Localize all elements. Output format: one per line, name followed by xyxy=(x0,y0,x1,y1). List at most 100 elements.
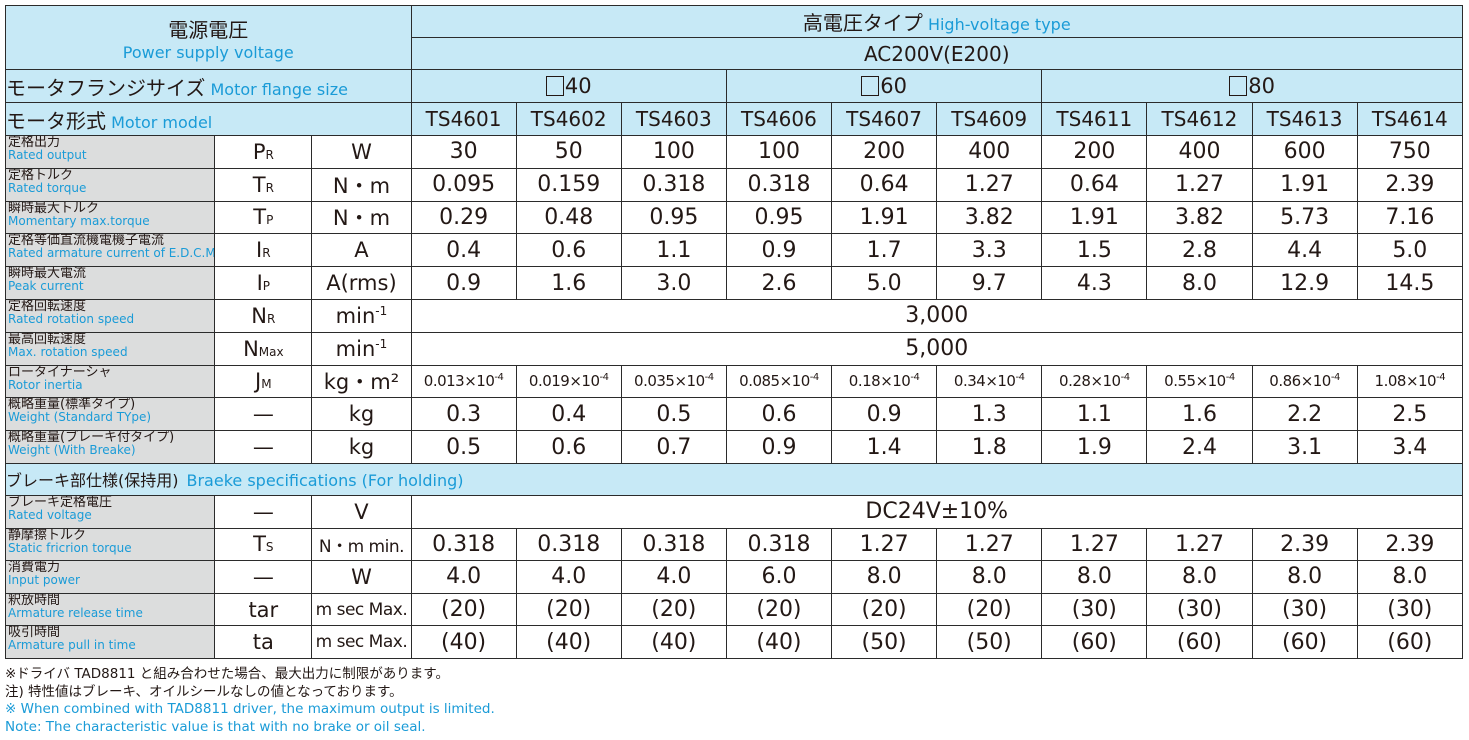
spec-row: ブレーキ定格電圧 Rated voltage — V DC24V±10% xyxy=(4,494,1464,529)
row-symbol: JM xyxy=(214,364,313,399)
row-value: 750 xyxy=(1356,135,1464,169)
symbol-main: tar xyxy=(248,597,279,622)
type-header-en: High-voltage type xyxy=(927,15,1071,34)
row-value: (40) xyxy=(515,625,622,659)
row-unit: N・m xyxy=(311,200,412,235)
value-mantissa: 0.34×10 xyxy=(953,372,1016,391)
row-value: (40) xyxy=(725,625,833,659)
row-symbol: — xyxy=(214,397,313,432)
row-label-en: Rated output xyxy=(8,148,87,162)
row-value: 0.7 xyxy=(620,430,727,464)
row-symbol: NR xyxy=(214,298,313,333)
row-unit: V xyxy=(311,494,412,529)
row-unit: W xyxy=(311,135,412,169)
row-unit: m sec Max. xyxy=(311,625,412,659)
row-label: ブレーキ定格電圧 Rated voltage xyxy=(4,494,216,529)
row-label: 定格出力 Rated output xyxy=(4,135,216,169)
symbol-main: — xyxy=(252,564,274,589)
footnotes: ※ドライバ TAD8811 と組み合わせた場合、最大出力に制限があります。 注)… xyxy=(5,666,495,736)
row-value: 0.5 xyxy=(620,397,727,432)
row-value: (30) xyxy=(1356,592,1464,627)
motor-model-cell: TS4611 xyxy=(1041,102,1148,136)
row-symbol: — xyxy=(214,430,313,464)
symbol-main: — xyxy=(252,402,274,427)
row-value: 1.27 xyxy=(1146,167,1253,202)
row-symbol: TP xyxy=(214,200,313,235)
model-label-jp: モータ形式 xyxy=(6,108,106,133)
row-value: 4.0 xyxy=(515,560,622,594)
motor-model-cell: TS4602 xyxy=(515,102,622,136)
row-label: 瞬時最大電流 Peak current xyxy=(4,266,216,300)
symbol-main: — xyxy=(252,435,274,460)
row-value: 0.4 xyxy=(515,397,622,432)
row-value: 1.4 xyxy=(831,430,938,464)
brake-title-jp: ブレーキ部仕様(保持用) xyxy=(6,471,179,491)
row-symbol: TS xyxy=(214,527,313,562)
row-label-en: Armature pull in time xyxy=(8,638,136,653)
voltage-header-jp: 電源電圧 xyxy=(168,17,249,42)
value-mantissa: 0.28×10 xyxy=(1059,372,1121,391)
row-label-jp: 吸引時間 xyxy=(8,625,61,641)
row-value: 0.6 xyxy=(725,397,833,432)
row-label: 静摩擦トルク Static fricrion torque xyxy=(4,527,216,562)
row-value: 100 xyxy=(620,135,727,169)
row-value: 0.095 xyxy=(410,167,517,202)
row-value: 2.6 xyxy=(725,266,833,300)
row-label-jp: 定格回転速度 xyxy=(8,299,87,314)
symbol-main: T xyxy=(253,205,267,230)
spec-row: 概略重量(標準タイプ) Weight (Standard TYpe) — kg 0.3 0… xyxy=(4,397,1464,432)
row-value: 400 xyxy=(936,135,1043,169)
row-unit: kg xyxy=(311,430,412,464)
brake-title-en: Braeke specifications (For holding) xyxy=(186,471,464,491)
row-label: 最高回転速度 Max. rotation speed xyxy=(4,331,216,366)
row-value: 0.318 xyxy=(725,527,833,562)
row-value: 0.9 xyxy=(725,233,833,268)
row-label-jp: 消費電力 xyxy=(8,560,61,576)
row-value: (20) xyxy=(410,592,517,627)
row-value: 2.39 xyxy=(1356,527,1464,562)
value-mantissa: 0.035×10 xyxy=(634,372,705,391)
row-label-en: Weight (Standard TYpe) xyxy=(8,410,152,425)
row-value: 0.6 xyxy=(515,430,622,464)
row-label-jp: 瞬時最大トルク xyxy=(8,201,100,216)
row-label: 吸引時間 Armature pull in time xyxy=(4,625,216,659)
row-value: 2.39 xyxy=(1251,527,1358,562)
row-label-jp: ブレーキ定格電圧 xyxy=(8,495,113,510)
spec-row: 定格回転速度 Rated rotation speed NR min-1 3,000 xyxy=(4,298,1464,333)
row-label-en: Rated armature current of E.D.C.M xyxy=(8,246,215,261)
row-value: 3.3 xyxy=(936,233,1043,268)
row-value: 200 xyxy=(831,135,938,169)
row-value: (30) xyxy=(1041,592,1148,627)
flange-60: 60 xyxy=(725,69,1043,103)
row-symbol: — xyxy=(214,494,313,529)
row-value: 0.34×10-4 xyxy=(936,364,1043,399)
spec-row: 静摩擦トルク Static fricrion torque TS N・m min. 0.… xyxy=(4,527,1464,562)
row-label: 定格等価直流機電機子電流 Rated armature current of E.… xyxy=(4,233,216,268)
row-unit: A xyxy=(311,233,412,268)
row-value: 1.91 xyxy=(1041,200,1148,235)
row-value: (60) xyxy=(1146,625,1253,659)
row-value: (40) xyxy=(410,625,517,659)
row-label: 概略重量(標準タイプ) Weight (Standard TYpe) xyxy=(4,397,216,432)
value-mantissa: 1.08×10 xyxy=(1374,372,1437,391)
value-exponent: -4 xyxy=(1015,372,1025,384)
row-unit: m sec Max. xyxy=(311,592,412,627)
note-en-2: Note: The characteristic value is that w… xyxy=(5,718,426,735)
row-unit: N・m min. xyxy=(311,527,412,562)
row-value: (20) xyxy=(936,592,1043,627)
row-value: 1.91 xyxy=(831,200,938,235)
row-value: 3.82 xyxy=(1146,200,1253,235)
row-label-en: Rated voltage xyxy=(8,507,92,522)
value-exponent: -4 xyxy=(494,372,504,384)
symbol-main: — xyxy=(252,499,274,524)
spec-row: 瞬時最大電流 Peak current IP A(rms) 0.9 1.6 3.0 2.6 5.… xyxy=(4,266,1464,300)
unit-text: min xyxy=(335,336,376,361)
row-unit: min-1 xyxy=(311,298,412,333)
row-value: 4.3 xyxy=(1041,266,1148,300)
row-label-en: Momentary max.torque xyxy=(8,213,150,228)
row-value: (20) xyxy=(515,592,622,627)
spec-table: 電源電圧 Power supply voltage 高電圧タイプ High-vo… xyxy=(4,5,1464,659)
row-label: 定格トルク Rated torque xyxy=(4,167,216,202)
row-value: 30 xyxy=(410,135,517,169)
row-value: (30) xyxy=(1146,592,1253,627)
